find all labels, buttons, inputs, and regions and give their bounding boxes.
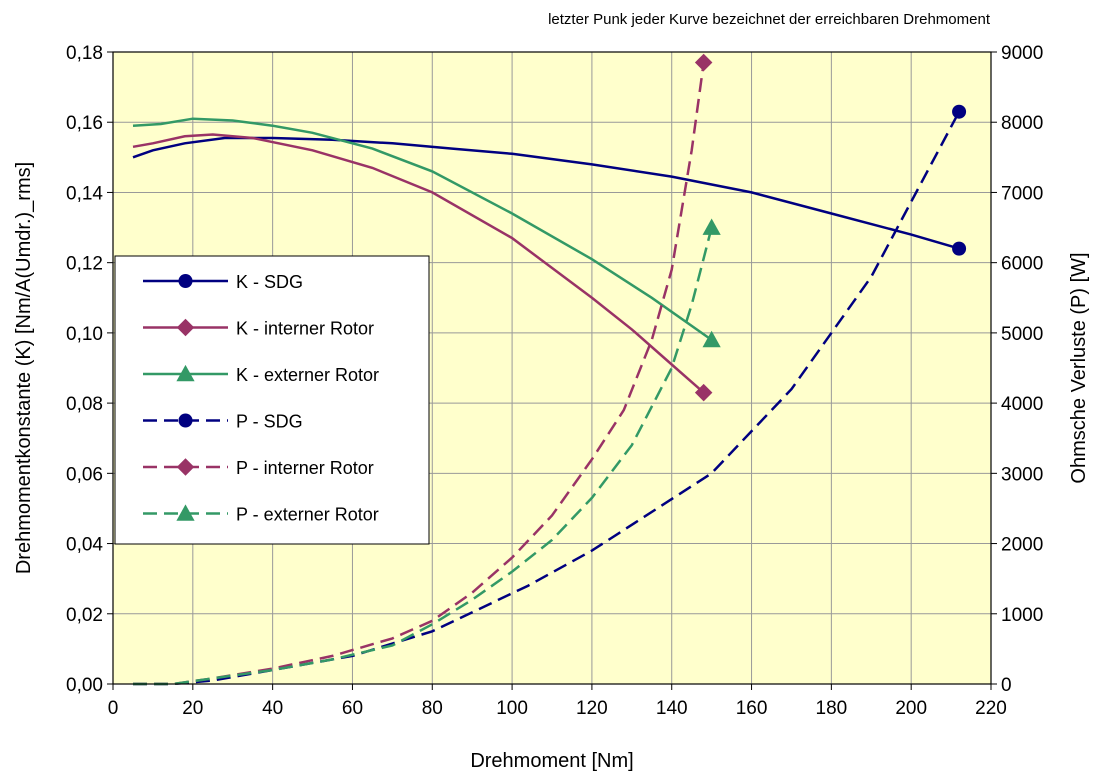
x-axis-ticks: 0 20 40 60 80 100 120 140 160 180 200 220 [108,684,1007,719]
y2-tick-label: 8000 [1001,113,1043,134]
x-axis-title: Drehmoment [Nm] [470,750,633,772]
plot-border [112,51,992,685]
legend-label: P - interner Rotor [236,458,374,478]
series-line [132,136,960,250]
y-tick-label: 0,16 [66,113,103,134]
y-tick-label: 0,04 [66,535,103,556]
y-tick-label: 0,10 [66,324,103,345]
x-tick-label: 180 [816,698,848,719]
y2-tick-label: 0 [1001,675,1012,696]
legend-marker [176,504,195,521]
y-tick-label: 0,00 [66,675,103,696]
legend-marker [178,413,193,428]
legend-box [114,255,430,545]
y2-tick-label: 1000 [1001,605,1043,626]
series-line [132,117,713,341]
y2-axis-ticks: 0 1000 2000 3000 4000 5000 6000 7000 8000 9000 [991,43,1043,696]
x-tick-label: 120 [576,698,608,719]
y2-tick-label: 4000 [1001,394,1043,415]
x-tick-label: 140 [656,698,688,719]
y-tick-label: 0,14 [66,183,103,204]
y2-tick-label: 3000 [1001,464,1043,485]
y2-tick-label: 6000 [1001,254,1043,275]
y-tick-label: 0,18 [66,43,103,64]
series-end-marker [694,53,713,72]
series-end-marker [702,218,721,235]
legend-marker [176,458,195,476]
legend-label: P - externer Rotor [236,505,379,525]
series-end-marker [702,330,721,348]
series-end-marker [694,383,713,402]
x-tick-label: 80 [422,698,443,719]
legend: K - SDG K - interner Rotor K - externer Ro… [114,255,430,545]
x-tick-label: 40 [262,698,283,719]
legend-marker [176,318,195,337]
y2-axis-title: Ohmsche Verluste (P) [W] [1068,252,1090,483]
y-tick-label: 0,12 [66,254,103,275]
y2-tick-label: 2000 [1001,535,1043,556]
x-tick-label: 160 [736,698,768,719]
legend-label: K - SDG [236,272,303,292]
x-tick-label: 220 [975,698,1007,719]
y-tick-label: 0,06 [66,464,103,485]
legend-items: K - SDG K - interner Rotor K - externer Ro… [143,272,379,525]
series-end-marker [952,104,967,119]
legend-label: K - externer Rotor [236,365,379,385]
y-axis-title: Drehmomentkonstante (K) [Nm/A(Umdr.)_rms… [13,162,35,574]
legend-label: P - SDG [236,412,303,432]
y2-tick-label: 9000 [1001,43,1043,64]
chart-annotation: letzter Punk jeder Kurve bezeichnet der … [548,11,991,28]
legend-marker [176,364,195,382]
series-layer [132,53,967,686]
x-tick-label: 60 [342,698,363,719]
y2-tick-label: 5000 [1001,324,1043,345]
legend-label: K - interner Rotor [236,319,374,339]
x-tick-label: 100 [496,698,528,719]
y-axis-ticks: 0,00 0,02 0,04 0,06 0,08 0,10 0,12 0,14 0,16 0,18 [66,43,113,696]
x-tick-label: 200 [895,698,927,719]
y-tick-label: 0,08 [66,394,103,415]
y-tick-label: 0,02 [66,605,103,626]
legend-marker [178,274,193,288]
series-line [132,133,705,394]
x-tick-label: 20 [182,698,203,719]
x-tick-label: 0 [108,698,119,719]
series-line [133,227,713,686]
series-line [133,111,961,686]
y2-tick-label: 7000 [1001,183,1043,204]
series-end-marker [952,241,967,256]
